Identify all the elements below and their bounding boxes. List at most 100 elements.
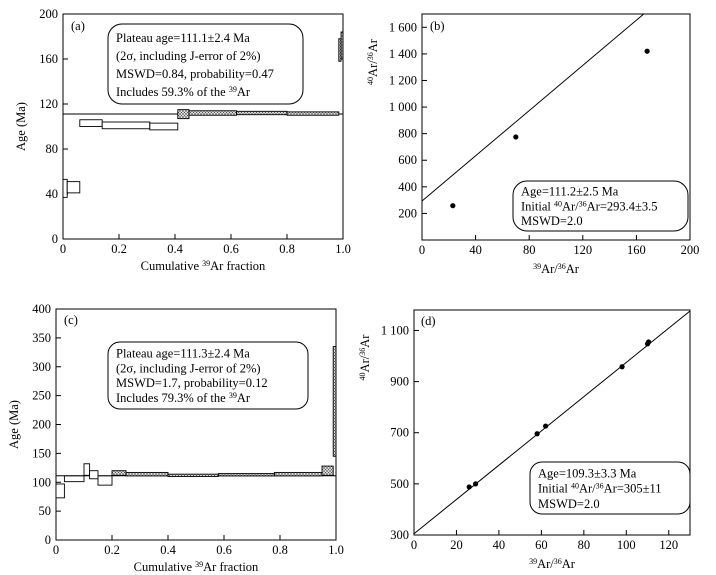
plateau-step <box>236 110 288 116</box>
annotation-line: MSWD=0.84, probability=0.47 <box>116 67 274 81</box>
annotation-line: Age=109.3±3.3 Ma <box>538 466 637 480</box>
y-tick-label: 700 <box>390 426 409 440</box>
y-axis-label: 40Ar/36Ar <box>358 334 373 381</box>
data-point <box>466 484 472 490</box>
annotation-box <box>529 461 691 515</box>
annotation-box <box>107 341 309 410</box>
annotation-box <box>512 180 689 232</box>
y-tick-label: 1 200 <box>389 73 417 87</box>
step <box>101 121 151 130</box>
y-tick-label: 400 <box>398 180 417 194</box>
x-tick-label: 120 <box>573 243 592 257</box>
x-tick-label: 80 <box>523 243 536 257</box>
x-axis-label: 39Ar/36Ar <box>529 557 576 572</box>
plot-frame <box>413 309 691 536</box>
panel-label: (d) <box>421 314 436 328</box>
data-point <box>450 203 456 209</box>
panel-b: 0 40 80 120 160 200 200 400 600 800 1 000 1 200 1 40… <box>366 13 700 277</box>
x-tick-label: 100 <box>617 538 636 552</box>
y-tick-label: 500 <box>390 477 409 491</box>
x-axis-label: Cumulative 39Ar fraction <box>134 560 259 575</box>
plateau-step <box>340 31 344 60</box>
annotation-line: (2σ, including J-error of 2%) <box>116 361 261 375</box>
y-tick-label: 200 <box>32 418 51 432</box>
x-tick-label: 0.2 <box>111 242 127 256</box>
y-tick-label: 1 000 <box>389 100 417 114</box>
plateau-step <box>273 471 323 477</box>
panel-d: 0 20 40 60 80 100 120 300 500 700 900 1 100 (d) 39Ar/… <box>358 309 691 572</box>
y-tick-label: 160 <box>39 52 58 66</box>
isochron-line <box>422 14 645 202</box>
y-tick-label: 150 <box>32 446 51 460</box>
plateau-step <box>111 470 127 476</box>
data-point <box>619 364 625 370</box>
data-point <box>534 431 540 437</box>
plateau-step <box>332 346 337 457</box>
data-point <box>644 48 650 54</box>
data-point <box>543 423 549 429</box>
panel-label: (a) <box>71 19 85 33</box>
annotation-line: Age=111.2±2.5 Ma <box>521 185 619 199</box>
y-tick-label: 200 <box>39 7 58 21</box>
y-tick-label: 250 <box>32 389 51 403</box>
x-tick-label: 0.8 <box>272 543 288 557</box>
x-tick-label: 0 <box>419 243 425 257</box>
annotation-box <box>107 23 304 105</box>
step <box>66 181 81 194</box>
step <box>62 178 68 198</box>
x-tick-label: 20 <box>450 538 463 552</box>
x-tick-label: 0.6 <box>216 543 232 557</box>
x-tick-label: 160 <box>627 243 646 257</box>
x-tick-label: 200 <box>681 243 700 257</box>
y-tick-label: 80 <box>46 142 59 156</box>
plateau-step <box>125 471 169 477</box>
y-tick-label: 100 <box>32 475 51 489</box>
plot-frame <box>421 13 691 241</box>
panel-label: (b) <box>430 19 445 33</box>
x-axis-label: 39Ar/36Ar <box>533 262 580 277</box>
y-axis-label: Age (Ma) <box>14 102 28 151</box>
y-tick-label: 800 <box>398 127 417 141</box>
y-tick-label: 0 <box>52 232 58 246</box>
y-tick-label: 40 <box>46 187 59 201</box>
plot-frame <box>62 13 344 240</box>
annotation-line: MSWD=1.7, probability=0.12 <box>116 376 268 390</box>
x-tick-label: 80 <box>578 538 591 552</box>
x-tick-label: 0 <box>411 538 417 552</box>
annotation-line: Initial 40Ar/36Ar=305±11 <box>538 481 662 496</box>
x-axis-label: Cumulative 39Ar fraction <box>141 259 266 274</box>
y-axis-label: Age (Ma) <box>7 400 21 449</box>
step <box>149 122 179 131</box>
x-tick-label: 0 <box>60 242 66 256</box>
annotation-line: MSWD=2.0 <box>538 497 600 511</box>
y-tick-label: 1 400 <box>389 47 417 61</box>
annotation-line: Includes 79.3% of the 39Ar <box>116 390 251 405</box>
plateau-step <box>167 473 219 477</box>
panel-a: 0 0.2 0.4 0.6 0.8 1.0 0 40 80 120 160 200 (a) Cumulat… <box>14 7 351 273</box>
x-tick-label: 0.8 <box>279 242 295 256</box>
y-tick-label: 120 <box>39 97 58 111</box>
plateau-step <box>188 110 238 116</box>
step <box>63 475 85 483</box>
data-point <box>513 134 519 140</box>
y-tick-label: 300 <box>390 528 409 542</box>
x-tick-label: 120 <box>659 538 678 552</box>
x-tick-label: 0.4 <box>160 543 176 557</box>
step <box>55 483 65 499</box>
x-tick-label: 1.0 <box>328 543 344 557</box>
plateau-step <box>217 473 275 477</box>
panel-c: 0 0.2 0.4 0.6 0.8 1.0 0 50 100 150 200 250 300 350 400… <box>7 302 344 574</box>
data-point <box>472 481 479 487</box>
y-tick-label: 1 600 <box>389 20 417 34</box>
step <box>89 470 99 480</box>
plateau-step <box>286 111 340 116</box>
y-tick-label: 200 <box>398 206 417 220</box>
x-tick-label: 0.4 <box>167 242 183 256</box>
x-tick-label: 0.6 <box>223 242 239 256</box>
y-tick-label: 1 100 <box>381 323 409 337</box>
x-tick-label: 40 <box>493 538 506 552</box>
annotation-line: Includes 59.3% of the 39Ar <box>116 85 251 100</box>
y-tick-label: 0 <box>45 533 51 547</box>
annotation-line: Initial 40Ar/36Ar=293.4±3.5 <box>521 199 658 214</box>
